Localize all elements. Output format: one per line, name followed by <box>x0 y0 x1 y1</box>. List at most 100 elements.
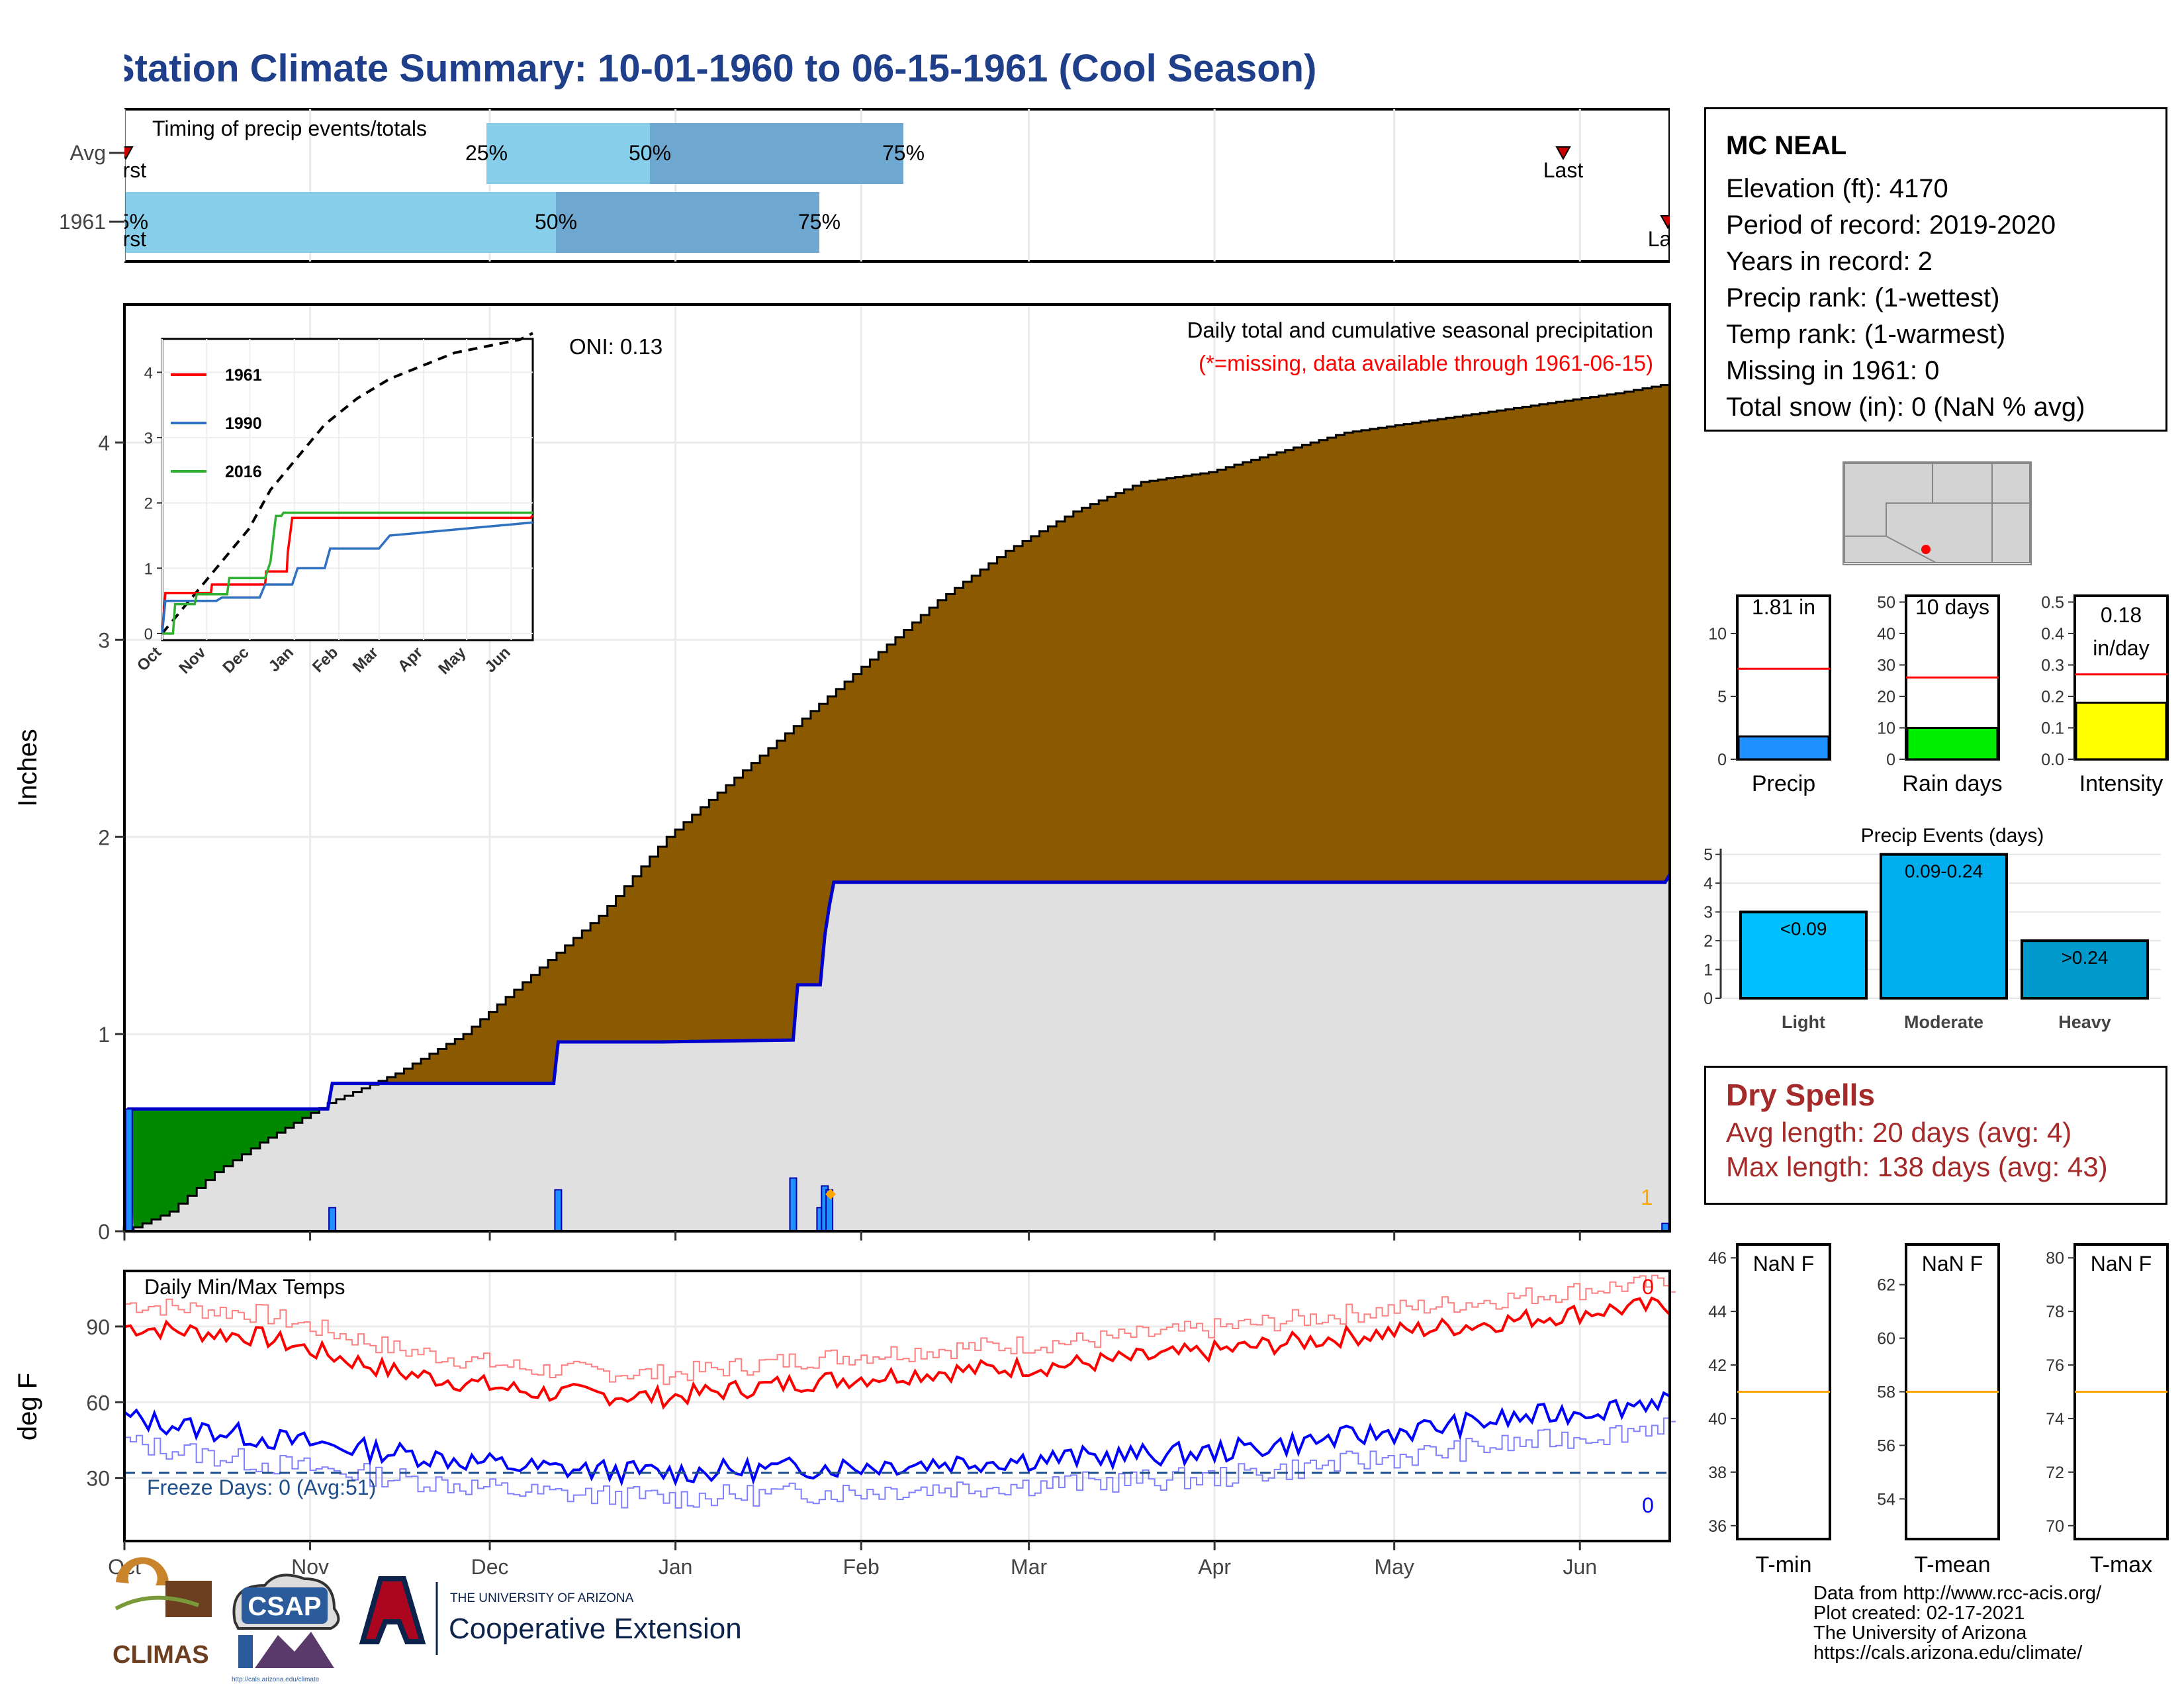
summary-bar-raindays <box>1906 727 1999 761</box>
daily-precip-bar <box>124 1108 133 1233</box>
summary-bar-intensity <box>2075 702 2167 761</box>
min-missing-label: 0 <box>1642 1493 1654 1517</box>
summary-tick-label: 0.2 <box>2041 688 2064 706</box>
legend-label: 2016 <box>225 463 262 481</box>
inset-line-average <box>161 332 533 635</box>
footer-line-1: Data from http://www.rcc-acis.org/ <box>1813 1583 2102 1604</box>
temp-title: Daily Min/Max Temps <box>144 1275 345 1299</box>
month-tick-label: Dec <box>471 1555 509 1579</box>
deficit-area <box>128 1109 328 1231</box>
temp-ytick-label: 30 <box>86 1467 110 1491</box>
csap-logo: CSAP http://cals.arizona.edu/climate <box>232 1573 340 1683</box>
daily-precip-bar <box>789 1177 797 1232</box>
avg-last-marker <box>1555 146 1571 161</box>
climas-logo: CLIMAS <box>113 1557 212 1669</box>
temp-bar-tick-label: 62 <box>1877 1276 1895 1295</box>
month-tick-label: Jan <box>659 1555 693 1579</box>
main-subtitle: (*=missing, data available through 1961-… <box>1199 351 1653 375</box>
dry-spells-box: Dry Spells Avg length: 20 days (avg: 4) … <box>1704 1066 2167 1205</box>
month-tick-label: Apr <box>1198 1555 1231 1579</box>
event-category-label: Light <box>1782 1012 1825 1032</box>
y1961-p75-label: 75% <box>798 210 841 234</box>
event-bar-label: >0.24 <box>2062 947 2109 968</box>
temp-value-tmean: NaN F <box>1922 1252 1983 1276</box>
precip-value: 1.81 in <box>1752 595 1815 619</box>
event-category-label: Moderate <box>1904 1012 1983 1032</box>
inset-line-1990 <box>161 521 533 634</box>
observed-cumulative-line <box>122 873 1672 1232</box>
station-snow: Total snow (in): 0 (NaN % avg) <box>1726 393 2085 422</box>
temp-value-tmin: NaN F <box>1753 1252 1814 1276</box>
intensity-value: 0.18 <box>2101 603 2142 627</box>
inset-ytick-label: 4 <box>144 364 153 382</box>
footer-line-3: The University of Arizona <box>1813 1622 2027 1644</box>
events-tick-label: 5 <box>1704 846 1713 865</box>
temp-bar-tick-label: 76 <box>2046 1356 2064 1375</box>
main-ytick-label: 2 <box>98 825 110 849</box>
summary-tick-label: 0.0 <box>2041 751 2064 769</box>
station-missing: Missing in 1961: 0 <box>1726 356 1940 385</box>
summary-tick-label: 10 <box>1708 625 1727 643</box>
temp-bar-tick-label: 74 <box>2046 1410 2064 1429</box>
y1961-p50-p75-bar <box>556 192 819 253</box>
summary-bars: 0 5 10 Precip 0 10 20 30 40 50 Rain days 0.0 0.1 0.2 0… <box>1708 594 2169 796</box>
summary-tick-label: 0.3 <box>2041 657 2064 675</box>
inset-ytick-label: 1 <box>144 560 153 578</box>
inset-ytick-label: 0 <box>144 626 153 643</box>
station-period: Period of record: 2019-2020 <box>1726 211 2056 240</box>
avg-cumulative-area <box>124 874 1670 1231</box>
y1961-p25-p50-bar <box>126 192 556 253</box>
temp-bar-tick-label: 60 <box>1877 1330 1895 1348</box>
summary-label-intensity: Intensity <box>2079 771 2163 796</box>
station-years: Years in record: 2 <box>1726 247 1933 276</box>
summary-bar-precip <box>1737 735 1830 761</box>
station-temp-rank: Temp rank: (1-warmest) <box>1726 320 2006 349</box>
temp-label-tmean: T-mean <box>1914 1552 1990 1577</box>
avg-row-label-2: Avg <box>69 141 106 165</box>
station-elevation: Elevation (ft): 4170 <box>1726 174 1948 203</box>
inset-ytick-label: 3 <box>144 430 153 447</box>
summary-label-raindays: Rain days <box>1902 771 2002 796</box>
temp-bar-tick-label: 38 <box>1708 1464 1727 1482</box>
avg-p25-p50-bar <box>486 123 650 184</box>
summary-tick-label: 40 <box>1877 625 1895 643</box>
main-ytick-label: 1 <box>98 1023 110 1047</box>
summary-tick-label: 10 <box>1877 720 1895 738</box>
events-tick-label: 3 <box>1704 904 1713 922</box>
station-name: MC NEAL <box>1726 131 1847 160</box>
temp-max-avg-line <box>124 1274 1676 1385</box>
station-marker <box>1921 545 1931 554</box>
summary-tick-label: 0 <box>1886 751 1895 769</box>
main-ytick-label: 3 <box>98 628 110 652</box>
event-bar-heavy <box>2021 939 2149 1000</box>
summary-tick-label: 0 <box>1717 751 1727 769</box>
ua-small-text: THE UNIVERSITY OF ARIZONA <box>450 1591 634 1605</box>
main-ytick-label: 4 <box>98 432 110 455</box>
month-tick-label: Nov <box>291 1555 329 1579</box>
footer-line-4: https://cals.arizona.edu/climate/ <box>1813 1642 2083 1664</box>
event-bar-label: <0.09 <box>1780 919 1827 939</box>
month-tick-label: Mar <box>1011 1555 1047 1579</box>
dry-spells-avg: Avg length: 20 days (avg: 4) <box>1726 1117 2072 1148</box>
daily-precip-bar <box>328 1207 337 1233</box>
legend-label: 1961 <box>225 366 262 385</box>
legend-label: 1990 <box>225 414 262 433</box>
temp-bar-tick-label: 58 <box>1877 1383 1895 1402</box>
main-ylabel: Inches <box>13 729 42 807</box>
temp-bar-tick-label: 72 <box>2046 1464 2064 1482</box>
events-tick-label: 1 <box>1704 961 1713 980</box>
event-bar-light <box>1739 910 1868 1000</box>
timing-panel: Timing of precip events/totals Avg 1961 … <box>0 0 1690 265</box>
temp-bar-tick-label: 40 <box>1708 1410 1727 1429</box>
summary-tick-label: 0.1 <box>2041 720 2064 738</box>
dry-spells-max: Max length: 138 days (avg: 43) <box>1726 1151 2108 1182</box>
csap-url: http://cals.arizona.edu/climate <box>232 1676 320 1683</box>
dry-spells-title: Dry Spells <box>1726 1078 1875 1112</box>
footer-note: Data from http://www.rcc-acis.org/ Plot … <box>1813 1583 2101 1663</box>
temp-bar-tick-label: 70 <box>2046 1517 2064 1536</box>
avg-p50-p75-bar <box>650 123 903 184</box>
temp-bar-tick-label: 80 <box>2046 1249 2064 1268</box>
avg-p25-label: 25% <box>465 141 508 165</box>
